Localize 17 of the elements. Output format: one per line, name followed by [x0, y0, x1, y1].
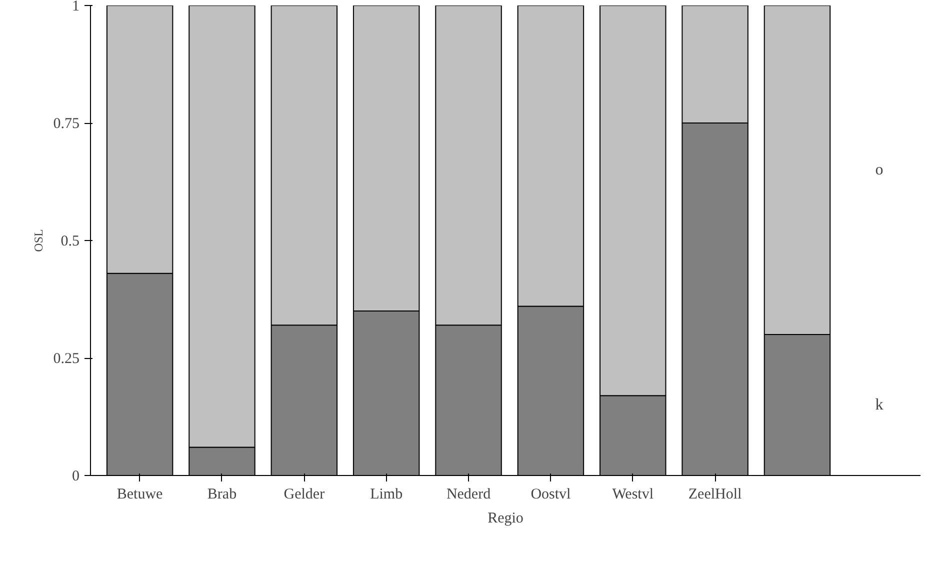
x-tick-label: Gelder — [284, 486, 325, 502]
x-tick-label: Limb — [370, 486, 403, 502]
y-tick-label: 0.5 — [60, 234, 80, 250]
x-tick-label: Nederd — [446, 486, 492, 502]
y-tick-label: 1 — [72, 0, 80, 14]
x-tick-label: Brab — [207, 486, 237, 502]
y-axis-title: OSL — [31, 229, 46, 252]
text: o — [875, 162, 884, 178]
x-tick-label: Westvl — [612, 486, 654, 502]
y-tick-label: 0.25 — [53, 351, 80, 367]
y-tick-label: 0.75 — [53, 116, 80, 132]
x-tick-label: ZeelHoll — [688, 486, 742, 502]
text: k — [875, 396, 884, 414]
y-tick-label: 0 — [72, 468, 80, 484]
x-tick-label: Oostvl — [530, 486, 571, 502]
x-axis-title: Regio — [488, 510, 524, 526]
x-tick-label: Betuwe — [116, 486, 164, 502]
